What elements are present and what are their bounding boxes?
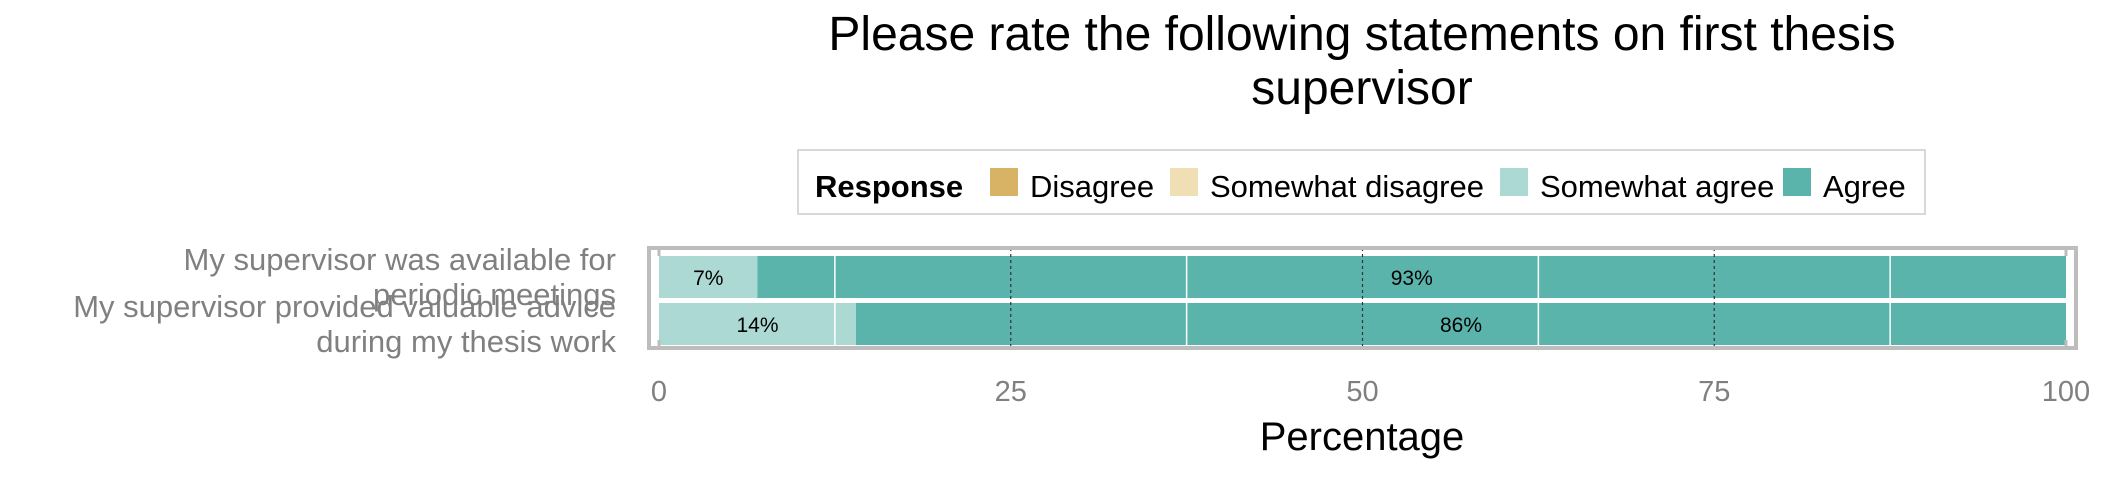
x-tick-label: 0 bbox=[651, 376, 667, 408]
panel-border bbox=[647, 246, 2078, 350]
x-tick-label: 50 bbox=[1346, 376, 1378, 408]
bar-segment-somewhat-agree-2 bbox=[659, 303, 856, 345]
x-tick-label: 75 bbox=[1698, 376, 1730, 408]
legend-swatch bbox=[1500, 168, 1528, 196]
legend-entry-label: Disagree bbox=[1030, 169, 1154, 204]
chart-title-line-2: supervisor bbox=[1251, 62, 1472, 115]
legend-entry-label: Somewhat agree bbox=[1540, 169, 1774, 204]
category-label: periodic meetings bbox=[373, 277, 616, 312]
plot-area: 7% 93% 14% 86% bbox=[647, 246, 2078, 350]
bar-segment-agree-2 bbox=[855, 303, 2066, 345]
bar-data-label: 93% bbox=[1391, 267, 1433, 290]
legend: Response Disagree Somewhat disagree Somewh… bbox=[797, 149, 1926, 215]
x-axis-title: Percentage bbox=[1260, 415, 1465, 459]
legend-entry-label: Agree bbox=[1823, 169, 1906, 204]
legend-swatch bbox=[1783, 168, 1811, 196]
category-label: My supervisor provided valuable advice bbox=[73, 289, 616, 324]
bar-segment-somewhat-agree-1 bbox=[659, 256, 758, 298]
x-tick-label: 100 bbox=[2042, 376, 2090, 408]
legend-title: Response bbox=[815, 169, 963, 204]
legend-swatch bbox=[990, 168, 1018, 196]
bar-segment-agree-1 bbox=[757, 256, 2066, 298]
x-tick-label: 25 bbox=[995, 376, 1027, 408]
legend-swatch bbox=[1170, 168, 1198, 196]
legend-box bbox=[797, 149, 1926, 215]
bar-data-label: 86% bbox=[1440, 314, 1482, 337]
category-label: during my thesis work bbox=[316, 324, 616, 359]
category-label: My supervisor was available for bbox=[184, 242, 616, 277]
bar-data-label: 14% bbox=[736, 314, 778, 337]
bar-data-label: 7% bbox=[693, 267, 723, 290]
legend-entry-label: Somewhat disagree bbox=[1210, 169, 1484, 204]
chart-title-line-1: Please rate the following statements on … bbox=[828, 8, 1895, 61]
